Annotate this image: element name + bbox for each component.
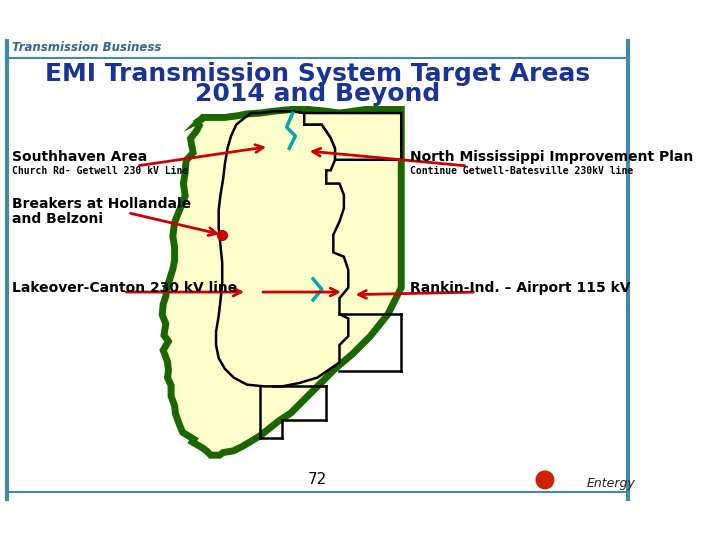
Text: 2014 and Beyond: 2014 and Beyond xyxy=(195,82,440,106)
Polygon shape xyxy=(305,113,401,160)
Text: 72: 72 xyxy=(308,472,327,488)
Text: and Belzoni: and Belzoni xyxy=(12,212,104,226)
Text: Continue Getwell-Batesville 230kV line: Continue Getwell-Batesville 230kV line xyxy=(410,166,634,176)
Text: Transmission Business: Transmission Business xyxy=(12,41,162,55)
Text: Breakers at Hollandale: Breakers at Hollandale xyxy=(12,197,192,211)
Text: Entergy: Entergy xyxy=(586,477,635,490)
Text: North Mississippi Improvement Plan: North Mississippi Improvement Plan xyxy=(410,150,693,164)
Text: Rankin-Ind. – Airport 115 kV: Rankin-Ind. – Airport 115 kV xyxy=(410,281,631,295)
Circle shape xyxy=(536,471,554,489)
Text: EMI Transmission System Target Areas: EMI Transmission System Target Areas xyxy=(45,62,590,86)
Text: Church Rd- Getwell 230 kV Line: Church Rd- Getwell 230 kV Line xyxy=(12,166,189,176)
Polygon shape xyxy=(162,110,401,455)
Text: Southhaven Area: Southhaven Area xyxy=(12,150,148,164)
Text: Lakeover-Canton 230 kV line: Lakeover-Canton 230 kV line xyxy=(12,281,238,295)
